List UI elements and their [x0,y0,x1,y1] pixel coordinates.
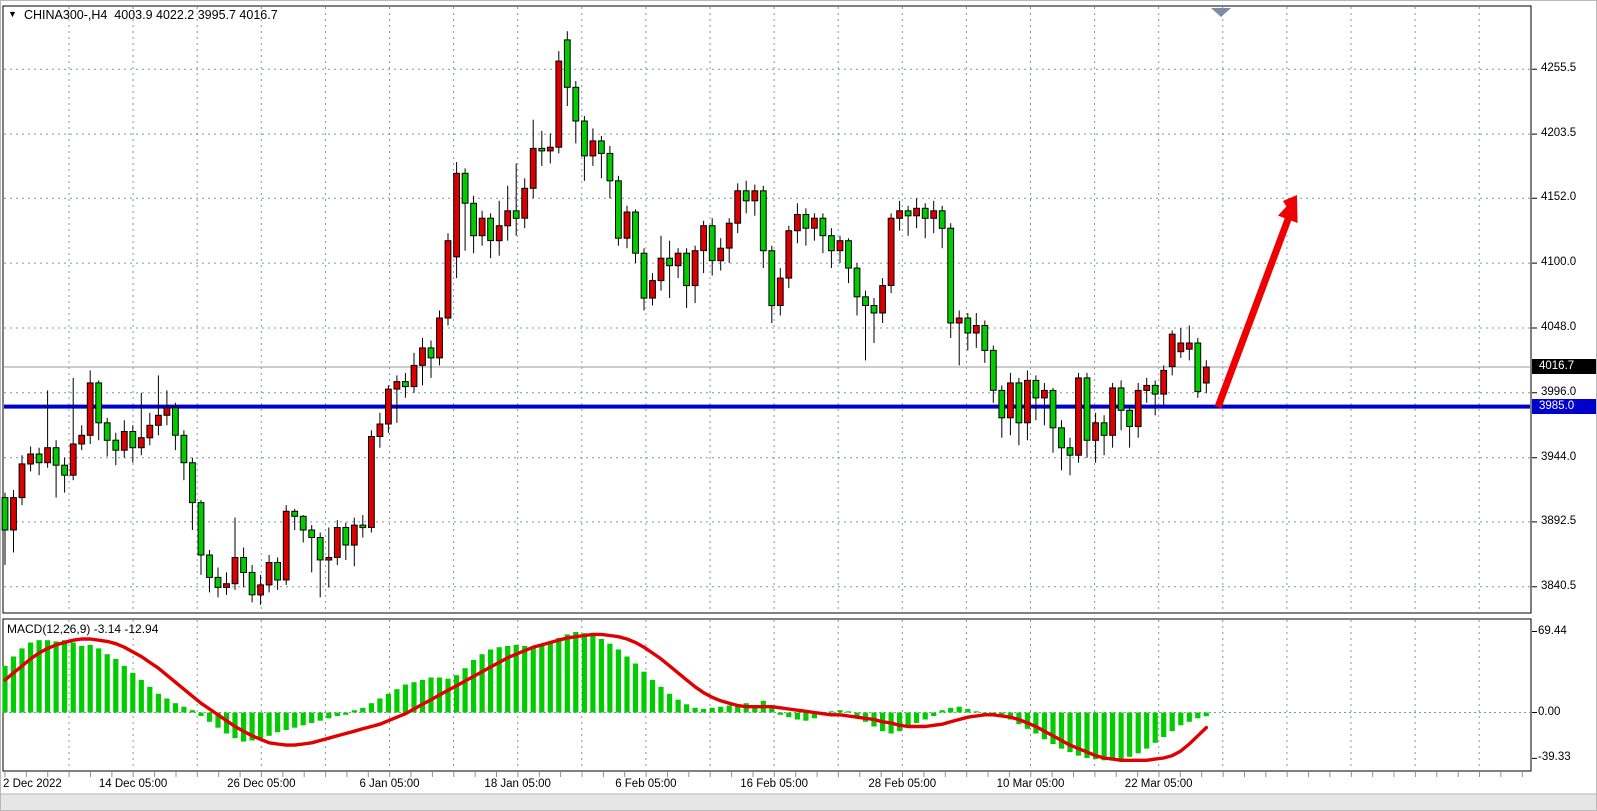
time-tick-marks [4,772,1523,777]
candlestick-series [1,31,1210,605]
grid-horizontal-main [4,68,1530,588]
macd-signal-line [3,632,1209,762]
macd-panel[interactable] [2,618,1532,772]
scale-tick-marks [1532,68,1537,759]
macd-histogram [2,632,1209,761]
support-line-3985[interactable] [4,404,1530,409]
footer-strip [1,794,1596,810]
trend-arrow[interactable] [1214,195,1298,409]
chart-shift-marker-icon[interactable] [1211,8,1231,17]
main-panel[interactable] [2,5,1532,614]
symbol-dropdown-icon[interactable]: ▼ [8,9,17,19]
